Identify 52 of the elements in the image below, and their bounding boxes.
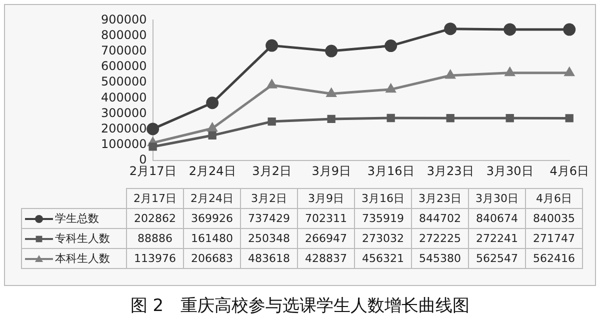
category-label: 3月9日 xyxy=(308,192,344,205)
category-label: 3月2日 xyxy=(251,192,287,205)
data-label: 88886 xyxy=(126,228,184,248)
data-label: 369926 xyxy=(184,208,240,228)
category-label: 3月30日 xyxy=(476,192,518,205)
data-label: 562547 xyxy=(468,248,526,268)
data-label: 844702 xyxy=(412,208,468,228)
data-label: 840674 xyxy=(468,208,526,228)
legend-label: 专科生人数 xyxy=(22,228,126,248)
data-label: 840035 xyxy=(526,208,582,228)
data-label: 545380 xyxy=(412,248,468,268)
data-label: 483618 xyxy=(240,248,298,268)
data-label: 737429 xyxy=(240,208,298,228)
data-label: 113976 xyxy=(126,248,184,268)
data-label: 266947 xyxy=(298,228,354,248)
y-tick-label: 100000 xyxy=(100,137,147,152)
category-label: 2月17日 xyxy=(134,192,176,205)
y-tick-label: 500000 xyxy=(100,74,147,89)
category-label: 2月24日 xyxy=(190,192,234,205)
data-label: 735919 xyxy=(354,208,412,228)
text: 图 2 重庆高校参与选课学生人数增长曲线图 xyxy=(129,295,471,317)
legend-label: 本科生人数 xyxy=(22,248,126,268)
x-tick-label: 4月6日 xyxy=(550,164,590,178)
data-label: 271747 xyxy=(526,228,582,248)
y-tick-label: 400000 xyxy=(100,90,147,104)
legend-label: 学生总数 xyxy=(22,208,126,228)
y-tick-label: 800000 xyxy=(100,28,147,42)
x-tick-label: 3月23日 xyxy=(426,164,474,178)
x-tick-label: 2月24日 xyxy=(188,164,236,178)
data-label: 273032 xyxy=(354,228,412,248)
data-label: 702311 xyxy=(298,208,354,228)
y-tick-label: 700000 xyxy=(100,44,147,58)
data-label: 272241 xyxy=(468,228,526,248)
y-tick-label: 300000 xyxy=(100,106,147,120)
y-tick-label: 900000 xyxy=(100,12,147,26)
data-label: 272225 xyxy=(412,228,468,248)
x-tick-label: 3月30日 xyxy=(486,164,534,178)
y-tick-label: 600000 xyxy=(100,59,147,74)
data-label: 456321 xyxy=(354,248,412,268)
data-label: 562416 xyxy=(526,248,582,268)
category-label: 3月23日 xyxy=(418,192,462,205)
x-tick-label: 3月16日 xyxy=(367,164,414,178)
x-tick-label: 3月2日 xyxy=(252,164,292,178)
category-label: 4月6日 xyxy=(536,192,572,205)
data-label: 250348 xyxy=(240,228,298,248)
data-label: 428837 xyxy=(298,248,354,268)
data-label: 161480 xyxy=(184,228,240,248)
x-tick-label: 3月9日 xyxy=(312,164,351,178)
data-label: 206683 xyxy=(184,248,240,268)
category-label: 3月16日 xyxy=(362,192,404,205)
y-tick-label: 200000 xyxy=(100,122,147,136)
data-label: 202862 xyxy=(126,208,184,228)
